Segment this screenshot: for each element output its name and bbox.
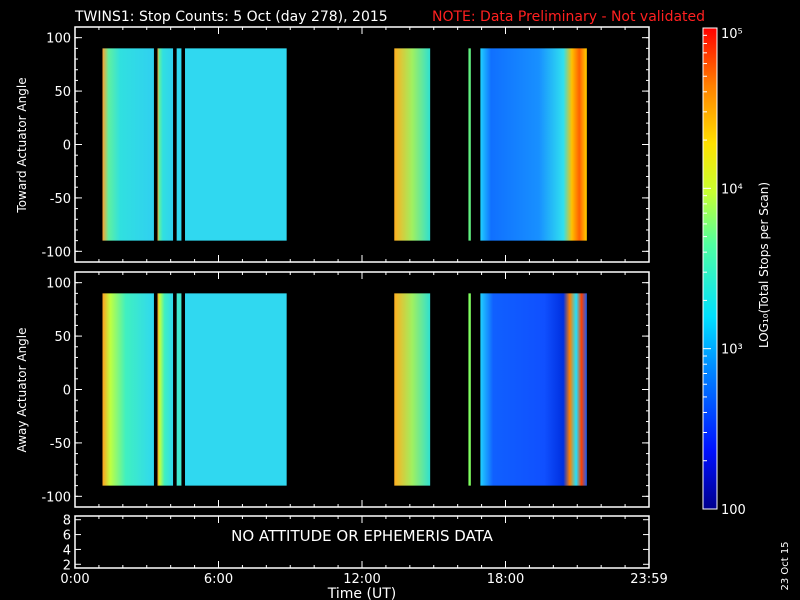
toward-heatmap-blocks	[102, 48, 587, 241]
colorbar: 10⁵ 10⁴ 10³ 100 LOG₁₀(Total Stops per Scan)	[702, 27, 771, 518]
heatmap-block	[480, 48, 587, 241]
away-heatmap-blocks	[102, 293, 587, 486]
date-stamp: 23 Oct 15	[780, 541, 791, 590]
y-tick-label: -100	[41, 245, 71, 260]
x-tick-label: 0:00	[60, 572, 89, 587]
x-axis-label: Time (UT)	[327, 586, 396, 600]
x-tick-label: 12:00	[343, 572, 380, 587]
y-tick-label: 6	[63, 529, 71, 544]
heatmap-block	[394, 48, 431, 241]
ephemeris-panel-frame	[74, 515, 650, 569]
y-tick-label: -100	[41, 490, 71, 505]
x-tick-label: 23:59	[630, 572, 667, 587]
y-tick-label: 0	[63, 384, 71, 399]
y-tick-label: 100	[46, 277, 71, 292]
heatmap-block	[102, 293, 154, 486]
away-actuator-panel: 100 50 0 -50 -100 Away Actuator Angle	[15, 271, 650, 508]
toward-actuator-panel: 100 50 0 -50 -100 Toward Actuator Angle	[15, 26, 650, 263]
heatmap-block	[176, 48, 182, 241]
heatmap-block	[157, 48, 174, 241]
heatmap-block	[480, 293, 587, 486]
y-tick-label: 50	[54, 85, 71, 100]
heatmap-block	[176, 293, 182, 486]
toward-x-ticks	[74, 27, 650, 262]
away-y-ticks: 100 50 0 -50 -100	[41, 277, 649, 505]
toward-y-ticks: 100 50 0 -50 -100	[41, 32, 649, 260]
heatmap-block	[394, 293, 431, 486]
colorbar-tick-label: 100	[721, 503, 746, 518]
away-x-ticks	[74, 272, 650, 507]
colorbar-ticks: 10⁵ 10⁴ 10³ 100	[703, 27, 746, 518]
heatmap-block	[185, 293, 287, 486]
colorbar-tick-label: 10⁴	[721, 182, 743, 197]
heatmap-block	[185, 48, 287, 241]
away-ylabel: Away Actuator Angle	[15, 327, 29, 452]
no-data-message: NO ATTITUDE OR EPHEMERIS DATA	[231, 527, 494, 545]
y-tick-label: 100	[46, 32, 71, 47]
y-tick-label: -50	[50, 192, 71, 207]
colorbar-tick-label: 10³	[721, 343, 743, 358]
heatmap-block	[157, 293, 174, 486]
colorbar-label: LOG₁₀(Total Stops per Scan)	[757, 182, 771, 348]
x-tick-label: 18:00	[487, 572, 524, 587]
x-tick-labels: 0:00 6:00 12:00 18:00 23:59	[60, 572, 667, 587]
colorbar-tick-label: 10⁵	[721, 27, 743, 42]
y-tick-label: -50	[50, 437, 71, 452]
y-tick-label: 2	[63, 558, 71, 573]
colorbar-gradient	[702, 27, 718, 510]
heatmap-block	[102, 48, 154, 241]
heatmap-block	[468, 293, 471, 486]
figure-title: TWINS1: Stop Counts: 5 Oct (day 278), 20…	[74, 9, 388, 25]
ephemeris-x-ticks	[74, 516, 650, 568]
x-tick-label: 6:00	[204, 572, 233, 587]
preliminary-note: NOTE: Data Preliminary - Not validated	[432, 9, 705, 25]
y-tick-label: 8	[63, 514, 71, 529]
y-tick-label: 4	[63, 543, 71, 558]
y-tick-label: 50	[54, 330, 71, 345]
heatmap-block	[468, 48, 471, 241]
toward-ylabel: Toward Actuator Angle	[15, 77, 29, 213]
y-tick-label: 0	[63, 139, 71, 154]
